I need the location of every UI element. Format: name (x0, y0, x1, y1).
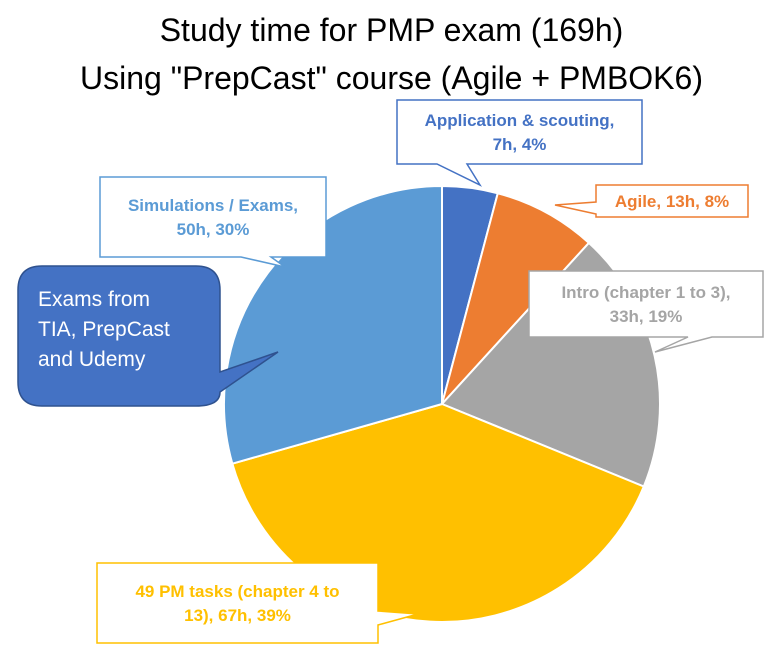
data-label-box-4 (99, 176, 327, 268)
pie-slice-4 (222, 184, 443, 465)
data-label-text-1-0: Agile, 13h, 8% (615, 192, 729, 211)
data-label-box-0 (396, 99, 643, 187)
data-label-text-3-1: 13), 67h, 39% (184, 606, 291, 625)
annotation-text-1: TIA, PrepCast (38, 318, 170, 341)
annotation-callout: Exams from TIA, PrepCast and Udemy (17, 265, 279, 407)
data-label-text-0-0: Application & scouting, (425, 111, 615, 130)
data-label-1: Agile, 13h, 8% (554, 184, 749, 218)
data-label-text-4-1: 50h, 30% (177, 220, 250, 239)
data-label-text-2-0: Intro (chapter 1 to 3), (561, 283, 730, 302)
annotation-text-2: and Udemy (38, 348, 146, 371)
data-label-0: Application & scouting, 7h, 4% (396, 99, 643, 187)
data-label-text-0-1: 7h, 4% (493, 135, 547, 154)
data-label-3: 49 PM tasks (chapter 4 to 13), 67h, 39% (96, 562, 419, 644)
data-label-4: Simulations / Exams, 50h, 30% (99, 176, 327, 268)
data-label-text-3-0: 49 PM tasks (chapter 4 to (135, 582, 339, 601)
annotation-bubble (17, 265, 279, 407)
data-label-box-2 (528, 270, 764, 353)
data-labels: Application & scouting, 7h, 4% Agile, 13h,… (96, 99, 764, 644)
annotation-text-0: Exams from (38, 288, 150, 311)
data-label-2: Intro (chapter 1 to 3), 33h, 19% (528, 270, 764, 353)
data-label-box-3 (96, 562, 419, 644)
chart-title: Study time for PMP exam (169h) (159, 12, 624, 48)
chart-subtitle: Using "PrepCast" course (Agile + PMBOK6) (80, 60, 703, 96)
data-label-text-4-0: Simulations / Exams, (128, 196, 298, 215)
data-label-text-2-1: 33h, 19% (610, 307, 683, 326)
pie-slice-1 (441, 192, 591, 405)
data-label-box-1 (554, 184, 749, 218)
